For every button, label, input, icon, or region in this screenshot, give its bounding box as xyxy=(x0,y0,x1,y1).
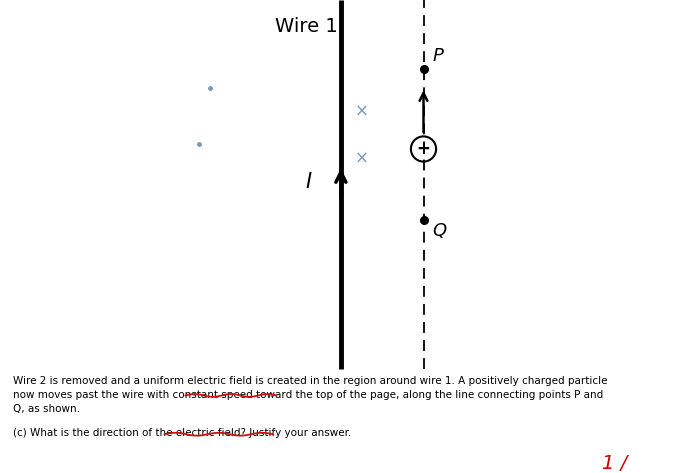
Text: 1 /: 1 / xyxy=(602,454,627,473)
Text: Q: Q xyxy=(433,222,447,240)
Text: Q, as shown.: Q, as shown. xyxy=(13,404,80,414)
Text: (c) What is the direction of the electric field? Justify your answer.: (c) What is the direction of the electri… xyxy=(13,428,351,438)
Text: ×: × xyxy=(354,149,368,167)
Text: Wire 2 is removed and a uniform electric field is created in the region around w: Wire 2 is removed and a uniform electric… xyxy=(13,376,607,386)
Text: Wire 1: Wire 1 xyxy=(275,17,338,35)
Text: +: + xyxy=(416,140,430,158)
Text: ×: × xyxy=(355,102,369,120)
Text: I: I xyxy=(305,172,312,192)
Text: P: P xyxy=(433,47,444,65)
Text: now moves past the wire with constant speed toward the top of the page, along th: now moves past the wire with constant sp… xyxy=(13,390,603,400)
